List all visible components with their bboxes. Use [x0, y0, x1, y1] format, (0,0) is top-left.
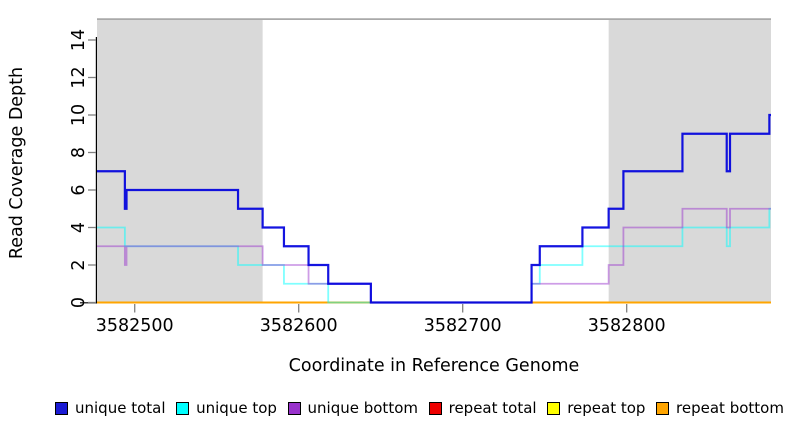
y-tick-label: 14: [69, 29, 89, 51]
legend-label: unique bottom: [307, 398, 418, 417]
legend-item-repeat-total: repeat total: [428, 398, 537, 417]
x-tick-label: 3582700: [424, 316, 502, 336]
y-tick-label: 0: [69, 297, 89, 308]
y-tick-label: 4: [69, 222, 89, 233]
x-axis-title: Coordinate in Reference Genome: [289, 356, 580, 376]
legend: unique total unique top unique bottom repea…: [55, 398, 784, 418]
shaded-regions: [97, 20, 771, 303]
x-tick-label: 3582800: [588, 316, 666, 336]
series-unique-top: [97, 207, 771, 304]
legend-label: repeat top: [567, 398, 646, 417]
legend-swatch: [656, 401, 670, 415]
y-tick-label: 10: [69, 104, 89, 126]
legend-label: unique total: [75, 398, 166, 417]
legend-item-unique-bottom: unique bottom: [287, 398, 418, 417]
legend-item-unique-total: unique total: [55, 398, 166, 417]
series-unique-total: [97, 113, 771, 304]
data-series: [97, 113, 771, 304]
legend-item-unique-top: unique top: [176, 398, 277, 417]
legend-swatch: [55, 401, 68, 415]
shaded-region: [97, 20, 263, 303]
legend-label: unique top: [196, 398, 277, 417]
y-tick-label: 6: [69, 184, 89, 195]
tick-labels: 3582500 3582600 3582700 3582800 0 2 4 6 8 10 12 14: [69, 29, 666, 336]
y-axis-title: Read Coverage Depth: [7, 67, 27, 259]
legend-label: repeat total: [448, 398, 537, 417]
x-tick-label: 3582600: [260, 316, 338, 336]
legend-item-repeat-bottom: repeat bottom: [656, 398, 784, 417]
y-tick-label: 12: [69, 66, 89, 88]
legend-swatch: [547, 401, 561, 415]
legend-swatch: [428, 401, 442, 415]
x-tick-label: 3582500: [96, 316, 174, 336]
legend-item-repeat-top: repeat top: [547, 398, 646, 417]
legend-swatch: [287, 401, 301, 415]
shaded-region: [608, 20, 771, 303]
legend-swatch: [176, 401, 190, 415]
legend-label: repeat bottom: [676, 398, 784, 417]
y-tick-label: 8: [69, 147, 89, 158]
y-tick-label: 2: [69, 259, 89, 270]
